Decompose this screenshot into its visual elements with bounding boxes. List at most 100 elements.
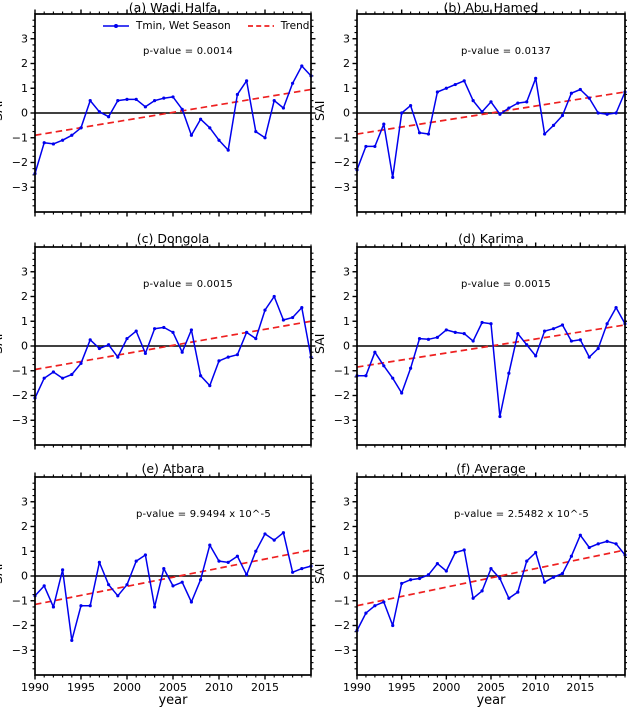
svg-text:2: 2 <box>343 57 350 70</box>
panel-title-wadi-halfa: (a) Wadi Halfa <box>128 0 218 15</box>
svg-text:−3: −3 <box>12 181 28 194</box>
axes-frame-c <box>34 246 312 446</box>
svg-text:−3: −3 <box>334 644 350 657</box>
svg-text:2: 2 <box>21 290 28 303</box>
svg-text:0: 0 <box>21 340 28 353</box>
svg-text:1: 1 <box>21 82 28 95</box>
series-line-b <box>356 77 626 179</box>
x-axis-label-e: year <box>158 693 188 708</box>
svg-text:0: 0 <box>343 340 350 353</box>
legend-line-sample-tmin <box>103 24 129 28</box>
svg-text:2010: 2010 <box>522 681 550 694</box>
trend-line-d <box>356 324 626 368</box>
series-line-c <box>34 295 312 399</box>
svg-text:1: 1 <box>343 545 350 558</box>
svg-text:−1: −1 <box>12 594 28 607</box>
svg-text:1: 1 <box>21 545 28 558</box>
x-axis-label-f: year <box>476 693 506 708</box>
legend-item-tmin: Tmin, Wet Season <box>102 20 231 32</box>
y-axis-label-e: SAI <box>0 563 5 584</box>
plot-d: −3 −2 −1 0 1 2 3 <box>334 242 627 450</box>
legend-line-sample-trend <box>247 25 274 27</box>
plot-f: 1990 1995 2000 2005 2010 2015 −3 −2 −1 0 1 2 3 <box>334 472 627 694</box>
svg-text:1995: 1995 <box>388 681 416 694</box>
svg-text:−1: −1 <box>334 131 350 144</box>
panel-title-dongola: (c) Dongola <box>136 231 210 246</box>
svg-text:2000: 2000 <box>113 681 141 694</box>
svg-text:3: 3 <box>21 32 28 45</box>
panel-title-abu-hamed: (b) Abu Hamed <box>443 0 539 15</box>
legend-label-tmin: Tmin, Wet Season <box>136 20 231 32</box>
svg-text:3: 3 <box>21 265 28 278</box>
svg-text:−2: −2 <box>12 389 28 402</box>
panel-title-average: (f) Average <box>456 461 526 476</box>
trend-line-b <box>356 91 626 135</box>
svg-text:2000: 2000 <box>432 681 460 694</box>
svg-text:−1: −1 <box>12 364 28 377</box>
svg-text:3: 3 <box>21 495 28 508</box>
svg-text:0: 0 <box>21 570 28 583</box>
axes-frame-d <box>356 246 626 446</box>
svg-text:−2: −2 <box>334 389 350 402</box>
svg-text:1: 1 <box>21 315 28 328</box>
legend: Tmin, Wet Season Trend <box>102 20 309 32</box>
p-value-annotation-f: p-value = 2.5482 x 10^-5 <box>454 509 589 520</box>
svg-text:2: 2 <box>343 290 350 303</box>
p-value-annotation-e: p-value = 9.9494 x 10^-5 <box>136 509 271 520</box>
y-axis-label-c: SAI <box>0 333 5 354</box>
svg-text:1990: 1990 <box>21 681 49 694</box>
y-axis-label-a: SAI <box>0 100 5 121</box>
svg-text:−1: −1 <box>334 594 350 607</box>
svg-text:−2: −2 <box>334 619 350 632</box>
svg-text:2: 2 <box>21 520 28 533</box>
series-line-f <box>356 534 626 631</box>
y-axis-label-f: SAI <box>312 563 327 584</box>
svg-text:−3: −3 <box>334 414 350 427</box>
svg-text:2005: 2005 <box>477 681 505 694</box>
svg-text:0: 0 <box>21 107 28 120</box>
legend-label-trend: Trend <box>280 20 310 32</box>
svg-text:−3: −3 <box>334 181 350 194</box>
svg-text:1: 1 <box>343 82 350 95</box>
p-value-annotation-c: p-value = 0.0015 <box>143 279 233 290</box>
plot-e: 1990 1995 2000 2005 2010 2015 −3 −2 −1 0 1 2 3 <box>12 472 316 694</box>
svg-text:2015: 2015 <box>251 681 279 694</box>
svg-text:1: 1 <box>343 315 350 328</box>
axes-frame-a <box>34 13 312 213</box>
svg-text:−3: −3 <box>12 644 28 657</box>
y-axis-label-d: SAI <box>312 333 327 354</box>
axes-frame-b <box>356 13 626 213</box>
p-value-annotation-d: p-value = 0.0015 <box>461 279 551 290</box>
svg-text:−1: −1 <box>12 131 28 144</box>
svg-text:−1: −1 <box>334 364 350 377</box>
svg-text:0: 0 <box>343 107 350 120</box>
panel-title-karima: (d) Karima <box>458 231 524 246</box>
panel-title-atbara: (e) Atbara <box>141 461 205 476</box>
axes-frame-f <box>356 476 626 676</box>
svg-text:2010: 2010 <box>205 681 233 694</box>
svg-text:3: 3 <box>343 265 350 278</box>
y-axis-label-b: SAI <box>312 100 327 121</box>
trend-line-f <box>356 549 626 607</box>
svg-text:−3: −3 <box>12 414 28 427</box>
svg-text:−2: −2 <box>334 156 350 169</box>
plot-c: −3 −2 −1 0 1 2 3 <box>12 242 316 450</box>
p-value-annotation-a: p-value = 0.0014 <box>143 46 233 57</box>
legend-item-trend: Trend <box>247 20 310 32</box>
svg-text:2: 2 <box>343 520 350 533</box>
svg-text:2: 2 <box>21 57 28 70</box>
svg-text:−2: −2 <box>12 156 28 169</box>
svg-text:2005: 2005 <box>159 681 187 694</box>
trend-line-e <box>34 549 312 606</box>
svg-text:2015: 2015 <box>566 681 594 694</box>
svg-text:1995: 1995 <box>67 681 95 694</box>
svg-text:3: 3 <box>343 32 350 45</box>
svg-text:0: 0 <box>343 570 350 583</box>
axes-frame-e <box>34 476 312 676</box>
svg-text:−2: −2 <box>12 619 28 632</box>
series-line-a <box>34 65 312 174</box>
svg-text:3: 3 <box>343 495 350 508</box>
plot-a: −3 −2 −1 0 1 2 3 <box>12 9 316 217</box>
